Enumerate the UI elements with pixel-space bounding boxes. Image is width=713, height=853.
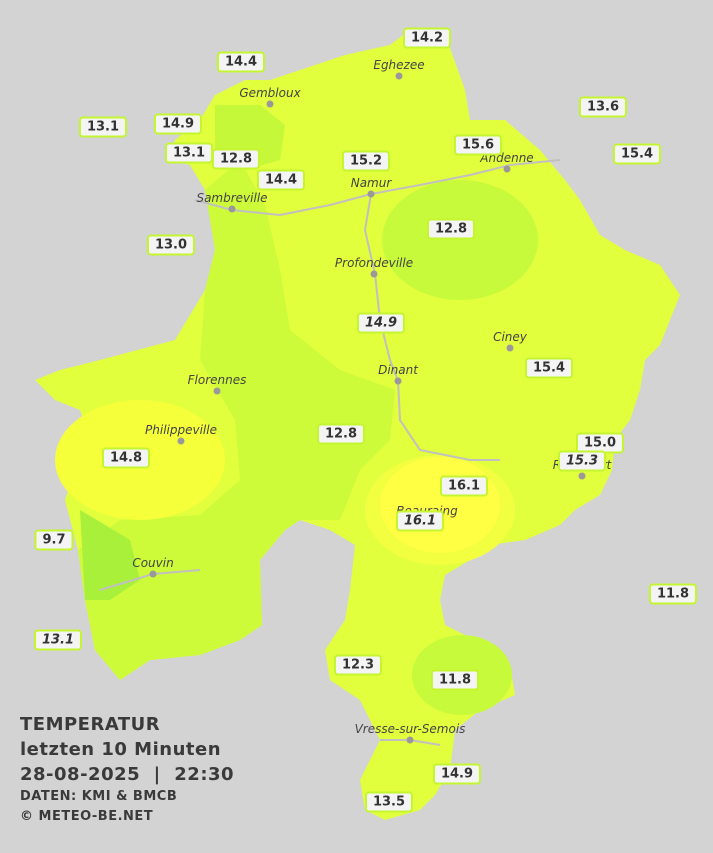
city-dot: [503, 165, 511, 173]
station-label: 14.9: [432, 763, 482, 785]
station-label: 13.1: [164, 142, 214, 164]
station-label: 12.8: [316, 423, 366, 445]
city-name: Couvin: [132, 556, 173, 570]
legend-period: letzten 10 Minuten: [20, 739, 222, 760]
city-name: Eghezee: [373, 58, 424, 72]
city-dot: [177, 437, 185, 445]
river: [363, 193, 500, 461]
station-label: 12.8: [211, 148, 261, 170]
city-name: Profondeville: [335, 256, 413, 270]
city-dot: [149, 570, 157, 578]
station-label: 13.1: [78, 116, 128, 138]
station-label: 14.4: [256, 169, 306, 191]
station-label: 14.9: [356, 312, 406, 334]
station-label: 13.1: [33, 629, 83, 651]
station-label: 12.8: [426, 218, 476, 240]
station-label: 14.2: [402, 27, 452, 49]
station-label: 15.2: [341, 150, 391, 172]
station-label: 13.6: [578, 96, 628, 118]
city-name: Philippeville: [145, 423, 217, 437]
city-dot: [406, 736, 414, 744]
city-dot: [578, 472, 586, 480]
legend-title: TEMPERATUR: [20, 714, 161, 735]
city-dot: [266, 100, 274, 108]
city-dot: [394, 377, 402, 385]
station-label: 11.8: [648, 583, 698, 605]
city-name: Gembloux: [239, 86, 301, 100]
legend-source: DATEN: KMI & BMCB: [20, 789, 178, 804]
city-name: Namur: [351, 176, 393, 190]
legend-copyright: © METEO-BE.NET: [20, 809, 154, 824]
city-dot: [370, 270, 378, 278]
city-dot: [228, 205, 236, 213]
city-name: Florennes: [188, 373, 247, 387]
cooler-zone: [80, 510, 140, 600]
city-name: Dinant: [378, 363, 419, 377]
legend-datetime: 28-08-2025 | 22:30: [20, 764, 235, 785]
station-label: 9.7: [34, 529, 74, 551]
city-name: Sambreville: [196, 191, 267, 205]
cooler-zone: [78, 160, 395, 680]
legend: TEMPERATUR letzten 10 Minuten 28-08-2025…: [20, 712, 234, 827]
station-label: 15.6: [453, 134, 503, 156]
city-dot: [395, 72, 403, 80]
city-dot: [506, 344, 514, 352]
city-name: Vresse-sur-Semois: [355, 722, 466, 736]
station-label: 11.8: [430, 669, 480, 691]
station-label: 14.4: [216, 51, 266, 73]
station-label: 14.9: [153, 113, 203, 135]
station-label: 13.5: [364, 791, 414, 813]
city-dot: [213, 387, 221, 395]
station-label: 13.0: [146, 234, 196, 256]
station-label: 16.1: [439, 475, 489, 497]
station-label: 15.4: [612, 143, 662, 165]
station-label: 16.1: [395, 510, 445, 532]
station-label: 15.4: [524, 357, 574, 379]
station-label: 12.3: [333, 654, 383, 676]
cooler-zone: [382, 180, 538, 300]
city-dot: [367, 190, 375, 198]
city-name: Ciney: [493, 330, 528, 344]
station-label: 14.8: [101, 447, 151, 469]
station-label: 15.3: [557, 450, 607, 472]
